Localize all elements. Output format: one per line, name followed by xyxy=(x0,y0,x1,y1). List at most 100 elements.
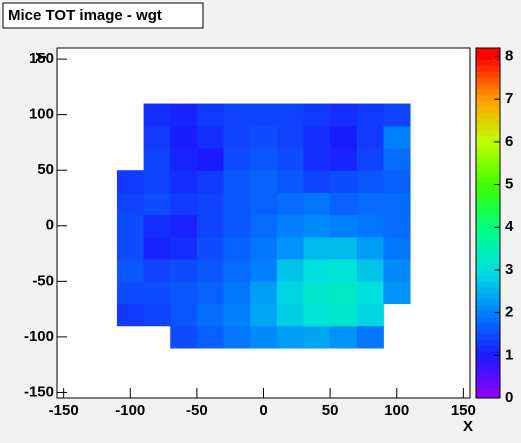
heatmap-cell xyxy=(116,281,145,305)
heatmap-cell xyxy=(143,281,171,305)
heatmap-cell xyxy=(170,325,198,349)
z-tick-label: 1 xyxy=(505,346,513,363)
heatmap-cell xyxy=(170,259,198,282)
heatmap-cell xyxy=(303,192,331,216)
heatmap-cell xyxy=(383,236,411,260)
heatmap-cell xyxy=(250,325,278,349)
heatmap-cell xyxy=(276,325,304,349)
heatmap-cell xyxy=(383,214,411,238)
heatmap-cell xyxy=(383,125,411,149)
heatmap-cell xyxy=(276,148,304,171)
heatmap-cell xyxy=(276,259,304,282)
z-tick-label: 8 xyxy=(505,48,513,65)
heatmap-cell xyxy=(303,236,331,260)
heatmap-cell xyxy=(383,281,411,305)
heatmap-cell xyxy=(330,281,358,305)
heatmap-cell xyxy=(223,214,251,238)
heatmap-cell xyxy=(356,125,384,149)
colorbar-segment xyxy=(476,252,500,259)
colorbar-segment xyxy=(476,188,500,195)
heatmap-cell xyxy=(196,236,225,260)
colorbar-segment xyxy=(476,129,500,136)
heatmap-cell xyxy=(143,103,171,127)
heatmap-cell xyxy=(383,170,411,193)
z-tick-label: 4 xyxy=(505,218,514,235)
colorbar-segment xyxy=(476,304,500,311)
heatmap-cell xyxy=(250,103,278,127)
colorbar-segment xyxy=(476,170,500,177)
heatmap-cell xyxy=(383,192,411,216)
colorbar-segment xyxy=(476,269,500,276)
heatmap-cell xyxy=(250,303,278,327)
y-tick-label: -50 xyxy=(32,272,54,289)
heatmap-cell xyxy=(223,103,251,127)
y-tick-label: 150 xyxy=(29,50,54,67)
colorbar-segment xyxy=(476,258,500,265)
heatmap-cell xyxy=(276,281,304,305)
z-tick-label: 0 xyxy=(505,389,513,406)
x-tick-label: 100 xyxy=(384,402,409,419)
heatmap-cell xyxy=(330,236,358,260)
heatmap-cell xyxy=(330,125,358,149)
colorbar-segment xyxy=(476,53,500,61)
colorbar-segment xyxy=(476,193,500,201)
colorbar-segment xyxy=(476,205,500,212)
heatmap-cell xyxy=(330,325,358,349)
colorbar-segment xyxy=(476,147,500,154)
z-tick-label: 2 xyxy=(505,304,513,321)
heatmap-cell xyxy=(383,103,411,127)
heatmap-cell xyxy=(330,170,358,193)
heatmap-cell xyxy=(196,170,225,193)
colorbar-segment xyxy=(476,164,500,171)
heatmap-cell xyxy=(196,214,225,238)
heatmap-cell xyxy=(356,281,384,305)
heatmap-cell xyxy=(196,259,225,282)
heatmap-cell xyxy=(116,236,145,260)
heatmap-cell xyxy=(276,236,304,260)
colorbar-segment xyxy=(476,240,500,247)
heatmap-cell xyxy=(143,125,171,149)
colorbar-segment xyxy=(476,281,500,288)
heatmap-cell xyxy=(223,170,251,193)
colorbar-segment xyxy=(476,386,500,393)
colorbar-segment xyxy=(476,263,500,271)
heatmap-cell xyxy=(250,148,278,171)
colorbar-segment xyxy=(476,223,500,230)
heatmap-cell xyxy=(356,303,384,327)
heatmap-cell xyxy=(170,214,198,238)
colorbar-segment xyxy=(476,363,500,370)
heatmap-cell xyxy=(223,325,251,349)
colorbar-segment xyxy=(476,106,500,113)
heatmap-cell xyxy=(330,148,358,171)
z-tick-label: 3 xyxy=(505,261,513,278)
heatmap-cell xyxy=(356,236,384,260)
heatmap-cell xyxy=(303,325,331,349)
heatmap-cell xyxy=(356,259,384,282)
colorbar-segment xyxy=(476,65,500,72)
heatmap-cell xyxy=(116,303,145,327)
colorbar-segment xyxy=(476,287,500,294)
heatmap-cell xyxy=(330,103,358,127)
heatmap-cell xyxy=(143,259,171,282)
x-tick-label: -150 xyxy=(49,402,79,419)
colorbar-segment xyxy=(476,59,500,66)
heatmap-cell xyxy=(303,259,331,282)
heatmap-cell xyxy=(303,214,331,238)
heatmap-cell xyxy=(330,259,358,282)
heatmap-cell xyxy=(116,259,145,282)
z-tick-label: 6 xyxy=(505,133,513,150)
heatmap-cell xyxy=(143,214,171,238)
heatmap-cell xyxy=(356,325,384,349)
title-box xyxy=(2,2,204,29)
heatmap-cell xyxy=(250,192,278,216)
colorbar-segment xyxy=(476,345,500,352)
colorbar-segment xyxy=(476,374,500,381)
colorbar-segment xyxy=(476,293,500,300)
heatmap-cell xyxy=(356,148,384,171)
heatmap-cell xyxy=(250,259,278,282)
heatmap-cell xyxy=(170,170,198,193)
heatmap-cell xyxy=(303,303,331,327)
colorbar-segment xyxy=(476,77,500,84)
